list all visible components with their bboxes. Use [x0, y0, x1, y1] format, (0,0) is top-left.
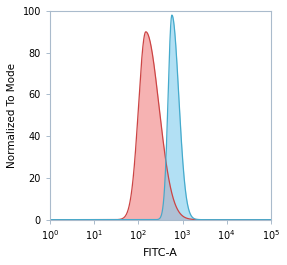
X-axis label: FITC-A: FITC-A [143, 248, 178, 258]
Y-axis label: Normalized To Mode: Normalized To Mode [7, 63, 17, 168]
